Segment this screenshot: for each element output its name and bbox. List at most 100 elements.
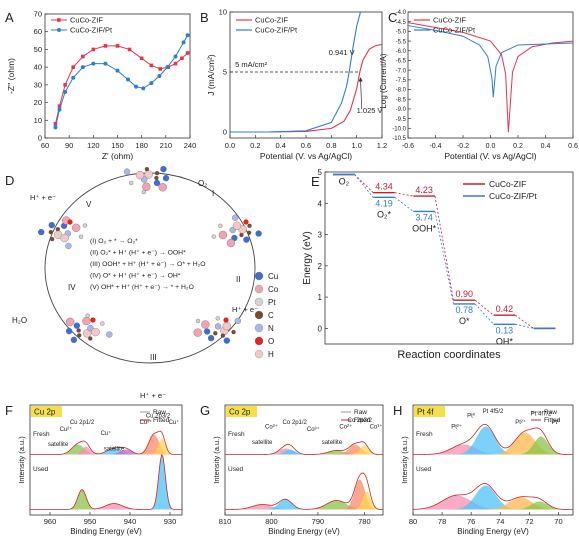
y-tick-label: 30 — [34, 80, 42, 89]
data-label: 4.23 — [415, 185, 433, 195]
atom — [60, 233, 69, 243]
data-label: 0.13 — [496, 325, 514, 335]
legend-label: Raw — [153, 409, 166, 416]
data-point — [125, 77, 130, 82]
fitted-peak — [30, 454, 182, 510]
y-tick-label: 5 — [223, 68, 227, 77]
atom — [218, 230, 228, 240]
species-label: H⁺ + e⁻ — [232, 305, 258, 314]
x-tick-label: 150 — [111, 141, 124, 150]
atom — [135, 170, 145, 180]
species-label: H₂O — [12, 316, 27, 325]
atom — [218, 223, 223, 228]
peak-label: Co²⁺ — [265, 424, 278, 431]
data-point — [173, 54, 178, 59]
panel-letter: E — [311, 174, 320, 189]
plot-frame — [324, 171, 574, 345]
data-point — [158, 67, 162, 71]
data-point — [149, 63, 154, 68]
plot-frame — [412, 404, 574, 516]
y-axis-label: Intensity (a.u.) — [17, 436, 26, 484]
annotation: 1.025 V — [357, 106, 383, 115]
panel-E: E 0 1 2 3 4 5 Reaction coordinates Energy (eV) 4.… — [302, 168, 574, 361]
data-point — [127, 47, 132, 52]
x-tick-label: 0.0 — [486, 143, 496, 150]
fitted-peak — [225, 445, 383, 455]
y-tick-label: 20 — [34, 98, 42, 107]
atom — [78, 234, 84, 239]
annotation: Fresh — [33, 431, 50, 438]
annotation: Fresh — [228, 431, 245, 438]
atom — [65, 317, 75, 326]
atom — [213, 331, 218, 336]
energy-connector — [474, 303, 494, 325]
legend-label: H — [268, 350, 274, 359]
y-axis-label: Intensity (a.u.) — [400, 436, 409, 484]
data-point — [165, 65, 170, 70]
y-tick-label: 0 — [223, 128, 227, 137]
x-tick-label: 90 — [65, 141, 73, 150]
peak-label: Co²⁺ — [339, 424, 352, 431]
fitted-peak — [413, 501, 573, 510]
fitted-envelope — [225, 441, 384, 455]
x-tick-label: 70 — [554, 517, 562, 526]
fitted-peak — [413, 495, 573, 510]
atom — [77, 333, 82, 338]
y-axis-label: -Z'' (ohm) — [6, 58, 16, 94]
oxygen-atom — [90, 317, 96, 323]
y-tick-label: 5 — [318, 168, 323, 177]
y-tick-label: 4 — [318, 199, 323, 208]
y-tick-label: 70 — [34, 10, 42, 19]
atom — [158, 183, 167, 192]
state-label: OOH* — [412, 223, 437, 233]
legend-label: CuCo-ZIF — [489, 179, 526, 189]
fitted-peak — [30, 503, 182, 510]
atom — [76, 328, 81, 333]
data-point — [53, 122, 58, 126]
atom — [72, 223, 81, 232]
fitted-envelope — [30, 453, 182, 510]
peak-label: Co 2p3/2 — [348, 418, 373, 424]
data-point — [185, 33, 190, 38]
atom — [203, 328, 211, 335]
y-axis-label: J (mA/cm²) — [206, 54, 216, 96]
atom — [220, 333, 226, 338]
atom — [70, 336, 78, 344]
reaction-equation: (I) O₂ + * → O₂* — [90, 238, 138, 245]
atom — [195, 318, 201, 324]
atom — [48, 221, 55, 229]
fitted-peak — [225, 500, 383, 510]
energy-connector — [434, 196, 454, 301]
step-label: IV — [68, 283, 76, 292]
annotation: Used — [33, 466, 49, 473]
legend-swatch — [254, 271, 264, 281]
x-tick-label: 60 — [41, 141, 49, 150]
atom — [154, 170, 160, 176]
legend-label: Pt — [268, 298, 276, 307]
data-point — [141, 86, 146, 91]
x-tick-label: 810 — [219, 517, 232, 526]
y-tick-label: 0 — [318, 324, 323, 333]
reaction-equation: (III) OOH* + H⁺ (H⁺ + e⁻) → O* + H₂O — [90, 261, 206, 268]
state-label: O₂* — [377, 209, 391, 219]
atom — [73, 322, 81, 329]
data-point — [63, 89, 68, 94]
legend-label: CuCo-ZIF/Pt — [433, 26, 476, 35]
y-tick-label: -6.0 — [396, 49, 407, 55]
peak-label: Pt 4f7/2 — [531, 411, 552, 417]
atom — [65, 327, 73, 335]
peak-label: Cu⁺ — [169, 419, 180, 426]
energy-connector — [354, 174, 374, 198]
y-tick-label: 3 — [318, 231, 323, 240]
data-point — [115, 68, 120, 73]
legend-label: CuCo-ZIF/Pt — [489, 191, 537, 201]
peak-label: satellite — [252, 440, 273, 446]
energy-connector — [394, 197, 414, 212]
atom — [153, 179, 161, 187]
data-point — [185, 51, 190, 55]
panel-letter: F — [5, 403, 13, 418]
panel-letter: D — [5, 173, 14, 188]
y-tick-label: 40 — [34, 63, 42, 72]
atom — [222, 321, 231, 331]
atom — [144, 170, 153, 179]
